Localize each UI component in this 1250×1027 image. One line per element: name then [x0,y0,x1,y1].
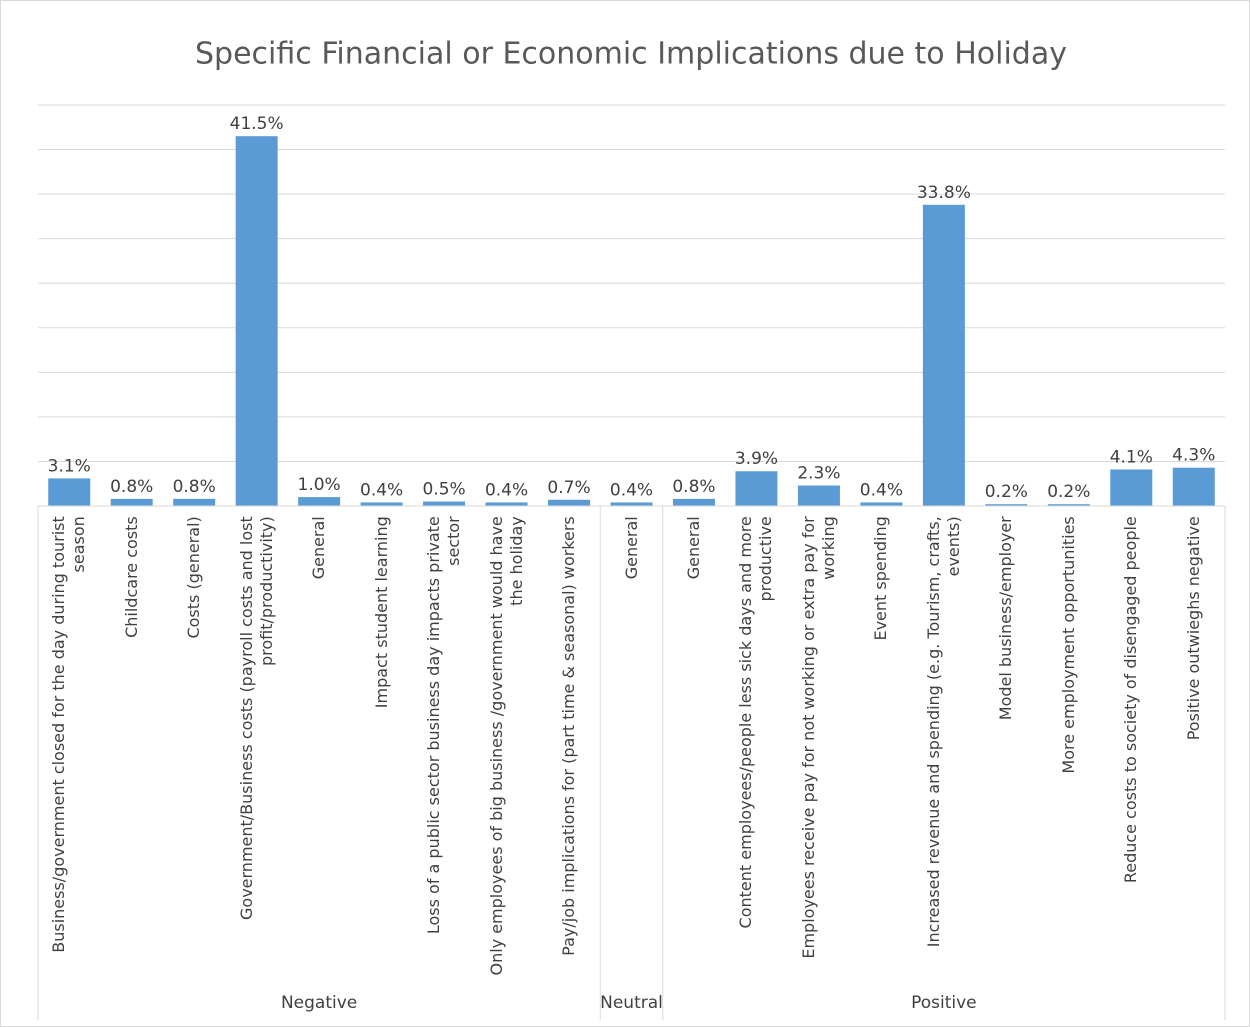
data-label: 0.5% [422,480,465,500]
x-tick-label: Business/government closed for the day d… [49,515,89,953]
data-label: 2.3% [797,464,840,484]
data-label: 4.1% [1110,447,1153,467]
group-label: Positive [911,993,977,1013]
x-tick-label: General [683,515,703,580]
data-label: 41.5% [230,114,284,134]
data-label: 4.3% [1172,446,1215,466]
bar [1172,467,1215,506]
x-tick-label: Loss of a public sector business day imp… [424,515,464,934]
data-label: 0.2% [985,482,1028,502]
x-tick-label: General [309,515,329,580]
bar [672,498,715,506]
data-label: 0.8% [173,477,216,497]
bar [485,502,528,506]
data-label: 3.1% [48,456,91,476]
bar [360,502,403,506]
bar [423,501,466,506]
bar [1047,504,1090,506]
x-tick-label: Increased revenue and spending (e.g. Tou… [923,515,963,948]
x-tick-label: Employees receive pay for not working or… [798,515,838,959]
bar [235,136,278,506]
data-label: 0.8% [672,477,715,497]
x-tick-label: Impact student learning [371,515,391,708]
bar [298,497,341,506]
x-tick-label: Pay/job implications for (part time & se… [559,515,579,956]
x-tick-label: Costs (general) [184,515,204,639]
x-tick-label: Government/Business costs (payroll costs… [236,515,276,920]
bar [860,502,903,506]
group-label: Neutral [600,993,663,1013]
data-label: 1.0% [298,475,341,495]
bar [797,485,840,506]
data-label: 0.4% [610,480,653,500]
bar [610,502,653,506]
x-tick-label: Positive outwieghs negative [1183,515,1203,741]
x-tick-label: Childcare costs [121,515,141,638]
bar [1110,469,1153,506]
x-tick-label: Model business/employer [996,515,1016,720]
chart-title: Specific Financial or Economic Implicati… [195,37,1067,72]
bar [48,478,91,506]
x-tick-label: More employment opportunities [1058,515,1078,774]
x-tick-label: Content employees/people less sick days … [736,515,776,929]
data-label: 0.8% [110,477,153,497]
data-label: 0.4% [360,480,403,500]
data-label: 0.4% [485,480,528,500]
data-label: 0.4% [860,480,903,500]
bar [173,498,216,506]
data-label: 33.8% [917,183,971,203]
bar [985,504,1028,506]
bar [110,498,153,506]
data-label: 3.9% [735,449,778,469]
bar [548,499,591,506]
x-tick-label: Only employees of big business /governme… [486,515,526,976]
bar [922,204,965,506]
x-tick-label: Event spending [871,515,891,641]
data-label: 0.7% [547,478,590,498]
x-tick-label: General [621,515,641,580]
group-label: Negative [281,993,357,1013]
data-label: 0.2% [1047,482,1090,502]
x-tick-label: Reduce costs to society of disengaged pe… [1121,515,1141,883]
bar [735,471,778,506]
